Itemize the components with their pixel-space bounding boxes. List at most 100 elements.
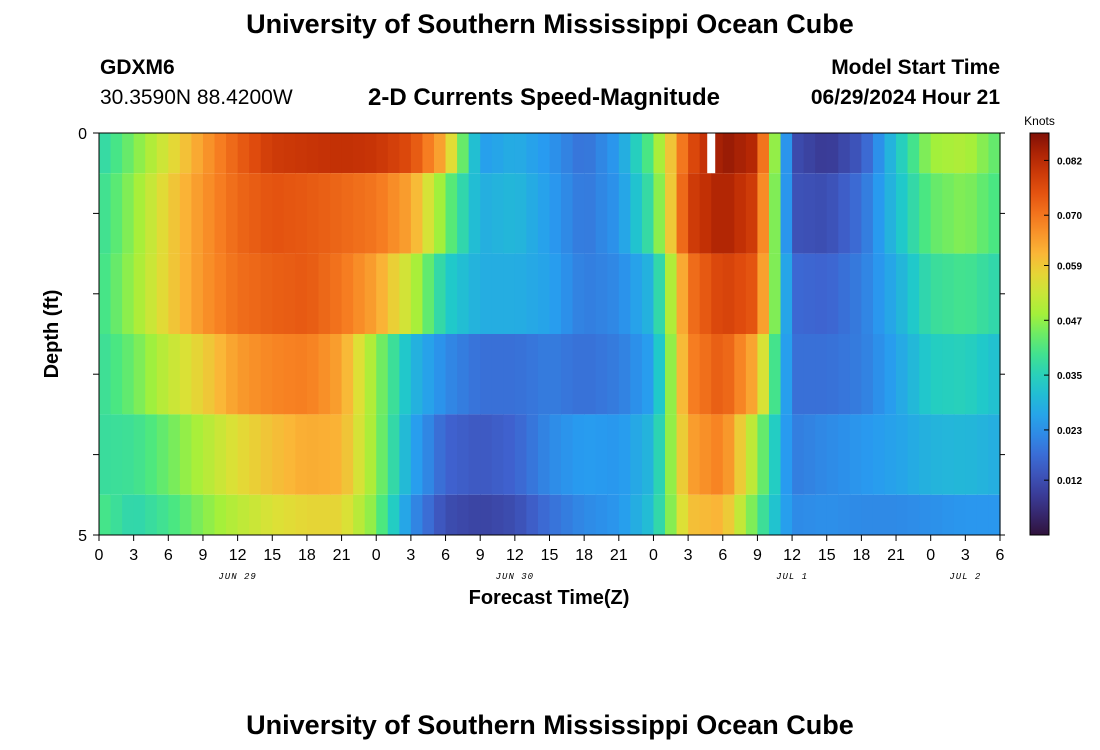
x-tick-label: 6 bbox=[441, 547, 450, 564]
colorbar-tick-label: 0.082 bbox=[1057, 156, 1082, 167]
heatmap-cell bbox=[653, 133, 666, 174]
x-tick-label: 6 bbox=[996, 547, 1005, 564]
heatmap-cell bbox=[226, 133, 239, 174]
heatmap-cell bbox=[872, 173, 886, 254]
heatmap-cell bbox=[676, 414, 689, 495]
heatmap-cell bbox=[237, 414, 250, 495]
heatmap-cell bbox=[330, 494, 343, 535]
heatmap-cell bbox=[214, 133, 227, 174]
heatmap-cell bbox=[110, 253, 123, 334]
heatmap-cell bbox=[572, 253, 585, 334]
heatmap-cell bbox=[942, 173, 955, 254]
x-tick-label: 6 bbox=[164, 547, 173, 564]
heatmap-cell bbox=[780, 133, 793, 174]
heatmap-cell bbox=[549, 253, 562, 334]
heatmap-cell bbox=[537, 173, 551, 254]
x-axis: 0 3 6 9 12 15 18 21 0 3 6 9 12 15 18 21 0 3 6 9 12 15 18 21 0 3 6 J… bbox=[95, 535, 1005, 582]
heatmap-cell bbox=[491, 173, 504, 254]
heatmap-cell bbox=[595, 173, 608, 254]
heatmap-cell bbox=[665, 334, 678, 415]
x-tick-label: 12 bbox=[229, 547, 247, 564]
heatmap-cell bbox=[99, 414, 112, 495]
heatmap-cell bbox=[376, 414, 389, 495]
heatmap-cell bbox=[387, 494, 400, 535]
y-axis: 05 bbox=[78, 126, 1005, 545]
x-tick-label: 0 bbox=[649, 547, 658, 564]
heatmap-cell bbox=[838, 494, 851, 535]
heatmap-cell bbox=[584, 334, 597, 415]
heatmap-cell bbox=[537, 253, 551, 334]
heatmap-cell bbox=[526, 253, 539, 334]
station-id: GDXM6 bbox=[100, 56, 175, 79]
heatmap-cell bbox=[988, 414, 1001, 495]
heatmap-cell bbox=[803, 334, 816, 415]
heatmap-cell bbox=[676, 494, 689, 535]
heatmap-cell bbox=[133, 414, 146, 495]
heatmap-cell bbox=[295, 334, 308, 415]
heatmap-cell bbox=[156, 133, 169, 174]
heatmap-cell bbox=[919, 133, 932, 174]
heatmap-cell bbox=[607, 253, 620, 334]
heatmap-cell bbox=[792, 173, 805, 254]
heatmap-cell bbox=[260, 494, 273, 535]
heatmap-cell bbox=[988, 173, 1001, 254]
x-tick-label: 18 bbox=[575, 547, 593, 564]
heatmap-cell bbox=[953, 414, 966, 495]
heatmap-cell bbox=[849, 494, 862, 535]
model-start-label: Model Start Time bbox=[831, 56, 1000, 79]
heatmap-cell bbox=[826, 253, 839, 334]
heatmap-cell bbox=[110, 133, 123, 174]
heatmap-cell bbox=[295, 253, 308, 334]
heatmap-cell bbox=[283, 253, 296, 334]
heatmap-cell bbox=[422, 334, 435, 415]
heatmap-cell bbox=[249, 253, 262, 334]
heatmap-cell bbox=[237, 494, 250, 535]
heatmap-cell bbox=[653, 173, 666, 254]
heatmap-cell bbox=[272, 133, 285, 174]
heatmap-cell bbox=[803, 414, 816, 495]
heatmap-cell bbox=[734, 173, 747, 254]
x-tick-label: 12 bbox=[783, 547, 801, 564]
heatmap-cell bbox=[491, 253, 504, 334]
heatmap-cell bbox=[919, 173, 932, 254]
heatmap-cell bbox=[688, 494, 701, 535]
heatmap-cell bbox=[480, 494, 493, 535]
heatmap-cell bbox=[387, 133, 400, 174]
heatmap-cell bbox=[549, 494, 562, 535]
date-label: JUN 30 bbox=[496, 572, 534, 582]
heatmap-cell bbox=[445, 133, 458, 174]
heatmap-cell bbox=[283, 133, 296, 174]
heatmap-cell bbox=[330, 414, 343, 495]
heatmap-cell bbox=[260, 133, 273, 174]
heatmap-cell bbox=[399, 414, 412, 495]
colorbar-tick-label: 0.070 bbox=[1057, 211, 1082, 222]
heatmap-cell bbox=[99, 334, 112, 415]
heatmap-cell bbox=[780, 334, 793, 415]
heatmap-cell bbox=[965, 334, 978, 415]
heatmap-cell bbox=[711, 334, 724, 415]
heatmap-cell bbox=[549, 334, 562, 415]
heatmap-cell bbox=[849, 133, 862, 174]
heatmap-cell bbox=[930, 334, 943, 415]
heatmap-cell bbox=[457, 414, 470, 495]
heatmap-cell bbox=[595, 494, 608, 535]
heatmap-cell bbox=[688, 414, 701, 495]
heatmap-cell bbox=[306, 414, 320, 495]
heatmap-cell bbox=[757, 494, 770, 535]
heatmap-cell bbox=[896, 414, 909, 495]
heatmap-cell bbox=[930, 253, 943, 334]
heatmap-cell bbox=[145, 334, 158, 415]
heatmap-cell bbox=[272, 253, 285, 334]
heatmap-cell bbox=[745, 494, 759, 535]
heatmap-cell bbox=[618, 253, 631, 334]
heatmap-cell bbox=[468, 133, 481, 174]
heatmap-cell bbox=[399, 133, 412, 174]
heatmap-cell bbox=[572, 173, 585, 254]
heatmap-cell bbox=[133, 133, 146, 174]
colorbar-tick-label: 0.059 bbox=[1057, 261, 1082, 272]
heatmap-cell bbox=[896, 334, 909, 415]
heatmap-cell bbox=[514, 253, 527, 334]
heatmap-cell bbox=[676, 253, 689, 334]
heatmap-cell bbox=[318, 133, 331, 174]
heatmap-cell bbox=[330, 334, 343, 415]
